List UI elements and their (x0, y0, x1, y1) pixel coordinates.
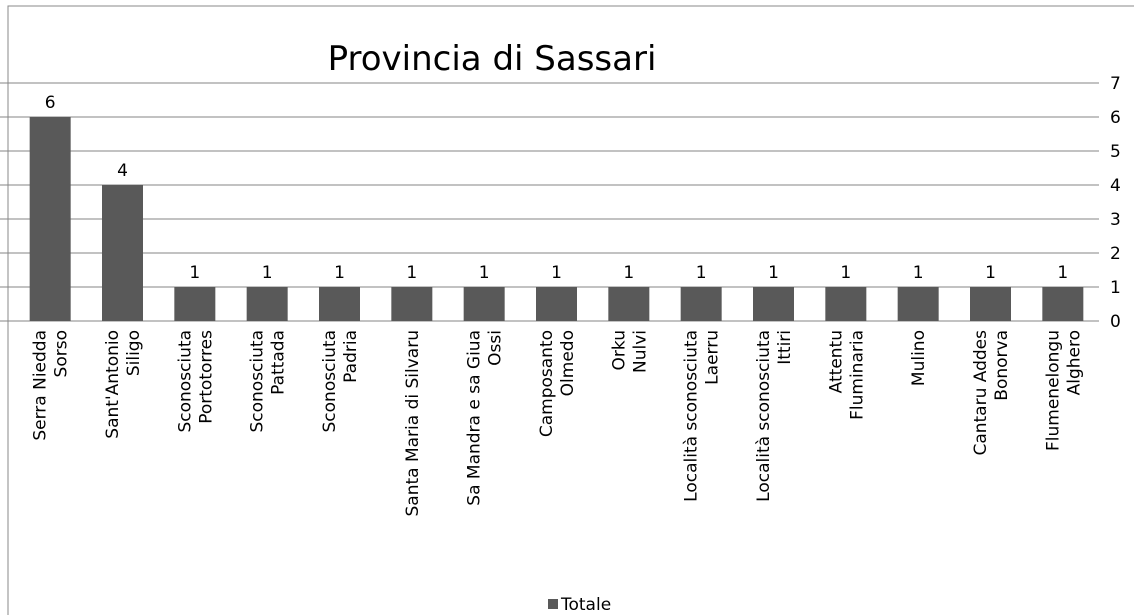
data-label: 1 (406, 263, 417, 283)
x-tick-label: Sconosciuta (320, 330, 340, 433)
bar (391, 287, 433, 321)
data-label: 1 (696, 263, 707, 283)
x-tick-label: Olmedo (558, 330, 578, 396)
y-tick-label: 3 (1110, 210, 1121, 230)
data-label: 1 (623, 263, 634, 283)
data-label: 1 (262, 263, 273, 283)
y-tick-label: 4 (1110, 176, 1121, 196)
x-tick-label: Cantaru Addes (971, 330, 991, 456)
data-label: 6 (45, 93, 56, 113)
bar (29, 117, 71, 321)
legend-swatch (548, 599, 558, 609)
x-tick-label: Attentu (826, 330, 846, 393)
bar (174, 287, 216, 321)
x-tick-label: Serra Niedda (31, 330, 51, 441)
data-label: 1 (840, 263, 851, 283)
bar (970, 287, 1011, 321)
data-label: 1 (913, 263, 924, 283)
x-tick-label: Orku (609, 330, 629, 370)
x-tick-label: Siligo (124, 330, 144, 376)
bar (753, 287, 794, 321)
bar (897, 287, 939, 321)
legend-label: Totale (560, 595, 611, 615)
x-tick-label: Sa Mandra e sa Giua (465, 330, 485, 506)
data-label: 1 (479, 263, 490, 283)
bar (536, 287, 577, 321)
data-label: 1 (1057, 263, 1068, 283)
data-label: 1 (551, 263, 562, 283)
x-tick-label: Nulvi (630, 330, 650, 373)
x-tick-label: Ittiri (775, 330, 795, 365)
x-tick-label: Località sconosciuta (754, 330, 774, 502)
bar (1042, 287, 1084, 321)
x-tick-label: Sconosciuta (175, 330, 195, 433)
x-tick-label: Santa Maria di Silvaru (403, 330, 423, 516)
y-tick-label: 7 (1110, 74, 1121, 94)
x-tick-label: Alghero (1064, 330, 1084, 395)
y-tick-label: 6 (1110, 108, 1121, 128)
bar (825, 287, 867, 321)
x-tick-label: Sant'Antonio (103, 330, 123, 439)
x-tick-label: Padria (341, 330, 361, 383)
bar (246, 287, 288, 321)
data-label: 1 (334, 263, 345, 283)
x-tick-label: Camposanto (537, 330, 557, 437)
bar (680, 287, 722, 321)
bar (319, 287, 360, 321)
x-tick-label: Fluminaria (847, 330, 867, 420)
y-tick-label: 0 (1110, 312, 1121, 332)
x-tick-label: Sconosciuta (248, 330, 268, 433)
y-tick-label: 5 (1110, 142, 1121, 162)
data-label: 1 (189, 263, 200, 283)
bar (463, 287, 505, 321)
x-tick-label: Pattada (269, 330, 289, 395)
x-tick-label: Località sconosciuta (682, 330, 702, 502)
x-tick-label: Bonorva (992, 330, 1012, 401)
y-tick-label: 1 (1110, 278, 1121, 298)
data-label: 1 (768, 263, 779, 283)
x-tick-label: Flumenelongu (1043, 330, 1063, 451)
x-tick-label: Laerru (703, 330, 723, 385)
x-tick-label: Ossi (486, 330, 506, 366)
data-label: 1 (985, 263, 996, 283)
x-tick-label: Portotorres (196, 330, 216, 424)
x-tick-label: Mulino (909, 330, 929, 386)
bar (102, 185, 143, 321)
bar (608, 287, 650, 321)
y-tick-label: 2 (1110, 244, 1121, 264)
data-label: 4 (117, 161, 128, 181)
chart-title: Provincia di Sassari (328, 39, 657, 79)
chart-border (7, 5, 1134, 615)
x-tick-label: Sorso (52, 330, 72, 377)
